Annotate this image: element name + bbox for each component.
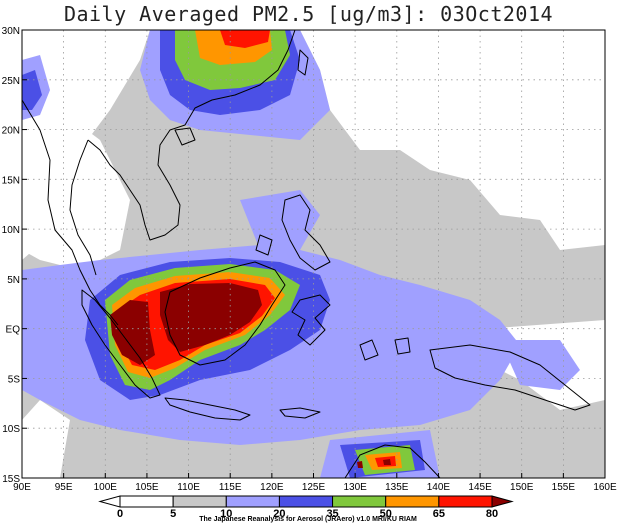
lon-label: 115E	[219, 482, 242, 493]
lat-label: 15N	[2, 175, 20, 186]
colorbar-swatch	[172, 495, 227, 508]
lon-label: 160E	[593, 482, 617, 493]
lat-label: 15S	[2, 474, 20, 485]
colorbar-label: 20	[273, 508, 285, 520]
colorbar-label: 35	[326, 508, 338, 520]
colorbar-high-arrow	[491, 495, 514, 508]
graticule	[22, 30, 605, 478]
lon-label: 90E	[13, 482, 31, 493]
colorbar-swatch	[119, 495, 174, 508]
lat-label: 10S	[2, 424, 20, 435]
lat-label: 10N	[2, 225, 20, 236]
lon-label: 130E	[343, 482, 367, 493]
coastlines	[22, 30, 591, 478]
lon-label: 140E	[427, 482, 451, 493]
colorbar-swatch	[385, 495, 440, 508]
lon-label: 150E	[510, 482, 534, 493]
lon-label: 95E	[55, 482, 73, 493]
latitude-ticks: 30N 25N 20N 15N 10N 5N EQ 5S 10S 15S	[2, 26, 27, 485]
colorbar-label: 5	[170, 508, 176, 520]
colorbar-swatch	[225, 495, 280, 508]
lat-label: EQ	[6, 325, 21, 336]
lon-label: 135E	[385, 482, 409, 493]
lat-label: 25N	[2, 76, 20, 87]
colorbar-label: 50	[380, 508, 392, 520]
lon-label: 100E	[94, 482, 118, 493]
colorbar: 0 5 10 20 35 50 65 80	[98, 495, 514, 520]
colorbar-swatch	[332, 495, 387, 508]
lon-label: 120E	[260, 482, 284, 493]
lon-label: 145E	[468, 482, 492, 493]
colorbar-label: 0	[117, 508, 123, 520]
lat-label: 5S	[8, 374, 21, 385]
lon-label: 105E	[135, 482, 159, 493]
colorbar-swatch	[278, 495, 334, 508]
pm25-above-80-region	[160, 283, 262, 352]
credit-text: The Japanese Reanalysis for Aerosol (JRA…	[199, 516, 417, 523]
concentration-field	[22, 30, 605, 478]
lat-label: 20N	[2, 126, 20, 137]
longitude-ticks: 90E 95E 100E 105E 110E 115E 120E 125E 130E 135E 14…	[13, 473, 617, 493]
colorbar-label: 10	[220, 508, 232, 520]
lon-label: 155E	[552, 482, 576, 493]
lon-label: 125E	[302, 482, 326, 493]
lon-label: 110E	[177, 482, 200, 493]
map-title: Daily Averaged PM2.5 [ug/m3]: 03Oct2014	[63, 2, 554, 26]
lat-label: 30N	[2, 26, 20, 37]
lat-label: 5N	[7, 275, 20, 286]
colorbar-swatch	[438, 495, 493, 508]
colorbar-low-arrow	[98, 495, 121, 508]
colorbar-label: 80	[486, 508, 498, 520]
colorbar-label: 65	[433, 508, 445, 520]
